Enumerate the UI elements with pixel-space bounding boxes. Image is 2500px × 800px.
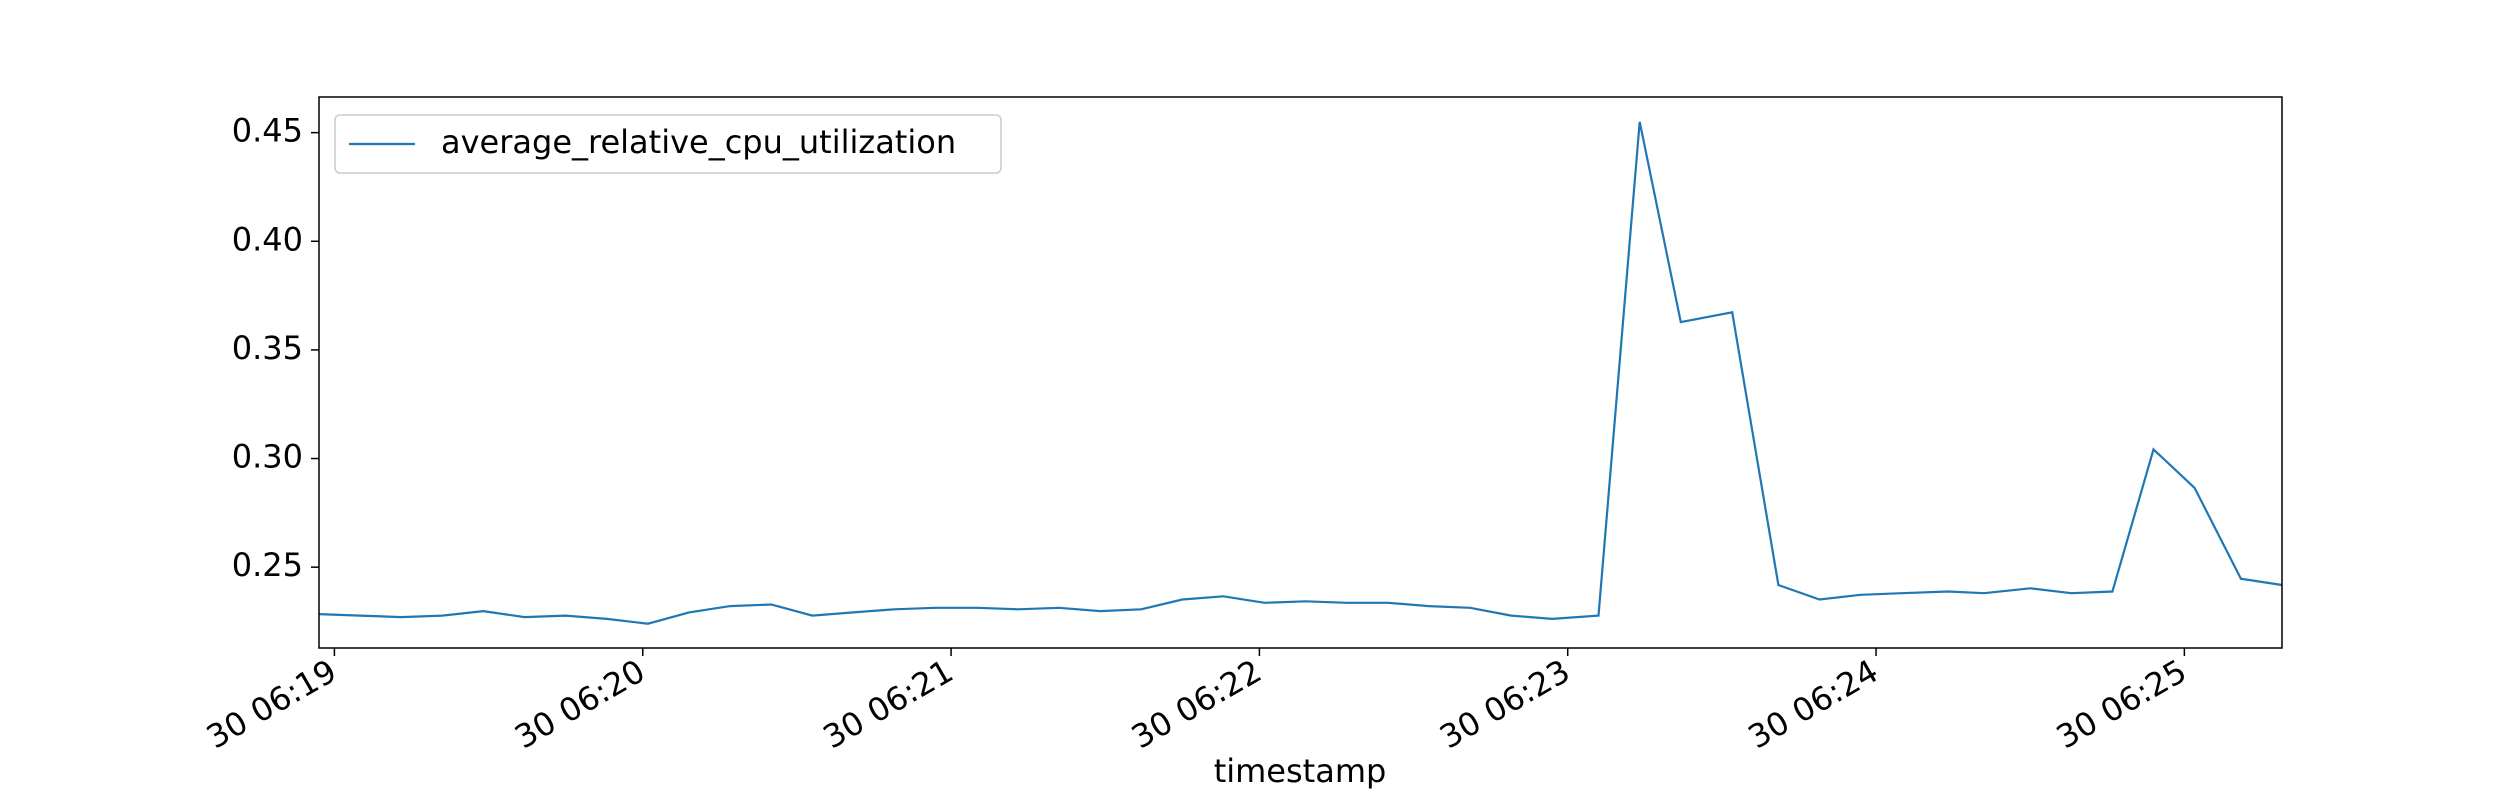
data-line (318, 121, 2283, 625)
x-axis-label: timestamp (1214, 752, 1387, 790)
x-tick-label: 30 06:21 (817, 652, 960, 756)
plot-frame (318, 96, 2283, 649)
legend: average_relative_cpu_utilization (334, 114, 1002, 174)
x-tick-label: 30 06:22 (1125, 652, 1268, 756)
legend-label: average_relative_cpu_utilization (441, 123, 956, 161)
x-tick-label: 30 06:24 (1742, 652, 1885, 756)
legend-box (334, 114, 1002, 174)
y-tick-label: 0.40 (232, 220, 303, 258)
x-tick-label: 30 06:19 (200, 652, 343, 756)
y-tick-label: 0.30 (232, 438, 303, 476)
y-tick-label: 0.35 (232, 329, 303, 367)
y-tick-label: 0.25 (232, 546, 303, 584)
x-tick-label: 30 06:20 (508, 652, 651, 756)
y-tick-label: 0.45 (232, 112, 303, 150)
x-tick-label: 30 06:23 (1433, 652, 1576, 756)
x-tick-label: 30 06:25 (2050, 652, 2193, 756)
